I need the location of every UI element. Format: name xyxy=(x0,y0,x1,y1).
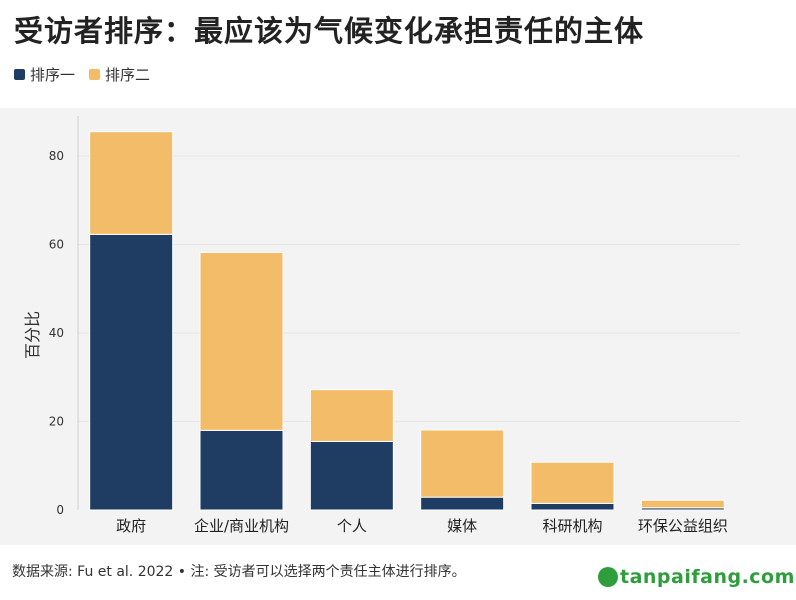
source-note: 数据来源: Fu et al. 2022 • 注: 受访者可以选择两个责任主体进… xyxy=(12,564,466,580)
legend-label-series-1: 排序一 xyxy=(30,66,76,84)
y-axis-label: 百分比 xyxy=(23,311,42,359)
y-tick-label: 80 xyxy=(49,149,64,163)
y-tick-label: 0 xyxy=(56,503,64,517)
legend: 排序一 排序二 xyxy=(14,64,150,85)
bar-series-1 xyxy=(420,496,505,511)
legend-swatch-series-1 xyxy=(14,69,25,80)
watermark-logo-icon xyxy=(598,567,618,587)
bar-series-2 xyxy=(89,131,174,235)
y-tick-label: 60 xyxy=(49,238,64,252)
x-tick-label: 政府 xyxy=(116,517,146,535)
bar-series-1 xyxy=(530,502,615,511)
x-tick-label: 个人 xyxy=(337,517,367,535)
bar-series-2 xyxy=(309,389,394,442)
x-tick-label: 科研机构 xyxy=(542,517,602,535)
bar-series-1 xyxy=(199,429,284,511)
watermark-text: tanpaifang.com xyxy=(620,566,795,588)
y-tick-label: 20 xyxy=(49,415,64,429)
legend-item-series-2: 排序二 xyxy=(89,64,150,85)
bar-series-1 xyxy=(89,233,174,511)
x-tick-label: 企业/商业机构 xyxy=(194,517,289,535)
chart-title: 受访者排序：最应该为气候变化承担责任的主体 xyxy=(14,14,645,48)
bar-series-2 xyxy=(199,251,284,431)
legend-label-series-2: 排序二 xyxy=(105,66,151,84)
bar-series-2 xyxy=(640,499,725,509)
bar-series-1 xyxy=(309,440,394,511)
legend-swatch-series-2 xyxy=(89,69,101,80)
bar-series-2 xyxy=(530,461,615,504)
y-tick-label: 40 xyxy=(49,326,64,340)
x-tick-label: 媒体 xyxy=(447,517,477,535)
legend-item-series-1: 排序一 xyxy=(14,64,75,85)
watermark: tanpaifang.com xyxy=(598,566,795,588)
bar-series-2 xyxy=(420,429,505,498)
x-tick-label: 环保公益组织 xyxy=(638,517,728,535)
